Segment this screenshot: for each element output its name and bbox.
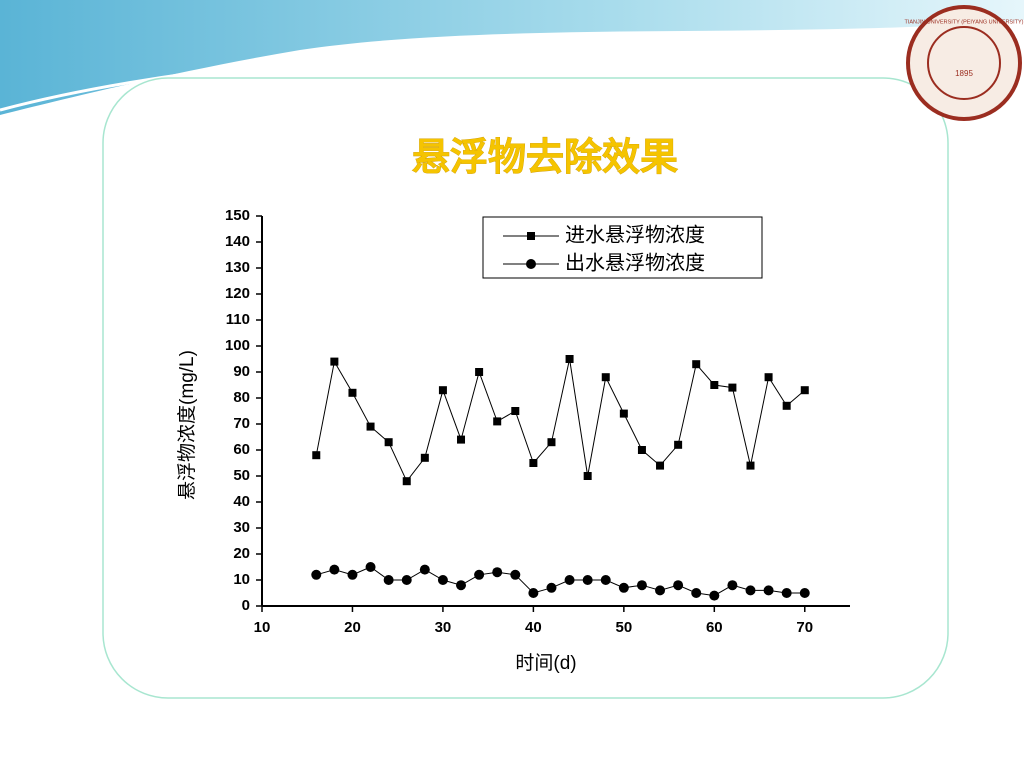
marker	[365, 562, 376, 572]
marker	[456, 580, 467, 591]
marker	[511, 407, 520, 415]
legend-marker	[527, 232, 535, 240]
y-tick-label: 20	[233, 545, 250, 562]
marker	[492, 567, 503, 578]
marker	[474, 569, 485, 580]
marker	[510, 569, 521, 580]
legend-label: 进水悬浮物浓度	[565, 223, 705, 246]
y-tick-label: 40	[233, 493, 250, 510]
marker	[402, 477, 411, 486]
marker	[746, 461, 755, 470]
marker	[673, 580, 684, 591]
marker	[636, 580, 647, 591]
marker	[799, 588, 810, 598]
marker	[601, 373, 610, 382]
y-tick-label: 0	[242, 597, 250, 614]
y-tick-label: 50	[233, 467, 250, 484]
x-tick-label: 20	[344, 619, 361, 636]
y-axis-label: 悬浮物浓度(mg/L)	[176, 350, 198, 500]
marker	[781, 588, 792, 598]
header-swoosh	[0, 0, 1024, 115]
marker	[420, 453, 429, 462]
marker	[419, 564, 430, 575]
y-tick-label: 60	[233, 441, 250, 458]
marker	[763, 585, 774, 596]
marker	[401, 575, 412, 585]
marker	[583, 472, 592, 480]
marker	[764, 373, 773, 382]
x-tick-label: 50	[616, 619, 633, 636]
logo-year: 1895	[955, 69, 973, 78]
marker	[347, 569, 358, 580]
marker	[728, 383, 737, 392]
marker	[384, 438, 393, 447]
marker	[528, 588, 539, 598]
legend-marker	[526, 259, 536, 269]
marker	[564, 575, 575, 585]
y-tick-label: 110	[226, 311, 250, 328]
y-tick-label: 150	[225, 207, 250, 224]
marker	[727, 580, 738, 591]
y-tick-label: 140	[225, 233, 250, 250]
marker	[745, 585, 756, 596]
marker	[312, 451, 321, 460]
swoosh-line	[0, 49, 701, 112]
marker	[800, 386, 809, 395]
x-tick-label: 60	[706, 619, 723, 636]
marker	[600, 575, 611, 585]
marker	[529, 459, 538, 467]
marker	[475, 368, 484, 376]
logo-ring	[906, 5, 1022, 121]
marker	[656, 461, 665, 470]
y-tick-label: 80	[233, 389, 250, 406]
y-tick-label: 120	[225, 285, 250, 302]
logo: TIANJIN UNIVERSITY (PEIYANG UNIVERSITY) …	[905, 5, 1024, 121]
x-tick-label: 70	[796, 619, 813, 636]
legend-label: 出水悬浮物浓度	[565, 251, 705, 274]
logo-inner	[927, 26, 1001, 100]
marker	[437, 575, 448, 585]
marker	[619, 409, 628, 418]
marker	[655, 585, 666, 596]
marker	[637, 446, 646, 454]
series-line	[315, 358, 806, 483]
x-tick-label: 40	[525, 619, 542, 636]
marker	[565, 355, 574, 363]
marker	[710, 381, 719, 389]
y-tick-label: 90	[233, 363, 250, 380]
marker	[348, 388, 357, 397]
marker	[366, 422, 375, 431]
series-line	[316, 566, 805, 597]
y-tick-label: 70	[233, 415, 250, 432]
y-tick-label: 10	[233, 571, 250, 588]
y-tick-label: 100	[225, 337, 250, 354]
chart-title: 悬浮物去除效果	[412, 136, 678, 179]
x-tick-label: 10	[254, 619, 271, 636]
x-axis-label: 时间(d)	[515, 652, 576, 674]
marker	[674, 440, 683, 449]
marker	[618, 582, 629, 593]
y-tick-label: 30	[233, 519, 250, 536]
marker	[692, 360, 701, 369]
marker	[782, 401, 791, 410]
marker	[330, 357, 339, 366]
marker	[547, 438, 556, 447]
marker	[493, 417, 502, 426]
marker	[311, 569, 322, 580]
marker	[582, 575, 593, 585]
marker	[457, 435, 466, 444]
marker	[709, 590, 720, 601]
logo-text: TIANJIN UNIVERSITY (PEIYANG UNIVERSITY)	[905, 19, 1024, 25]
marker	[691, 588, 702, 598]
marker	[383, 575, 394, 585]
y-tick-label: 130	[225, 259, 250, 276]
marker	[329, 564, 340, 575]
marker	[438, 386, 447, 395]
marker	[546, 582, 557, 593]
x-tick-label: 30	[435, 619, 452, 636]
